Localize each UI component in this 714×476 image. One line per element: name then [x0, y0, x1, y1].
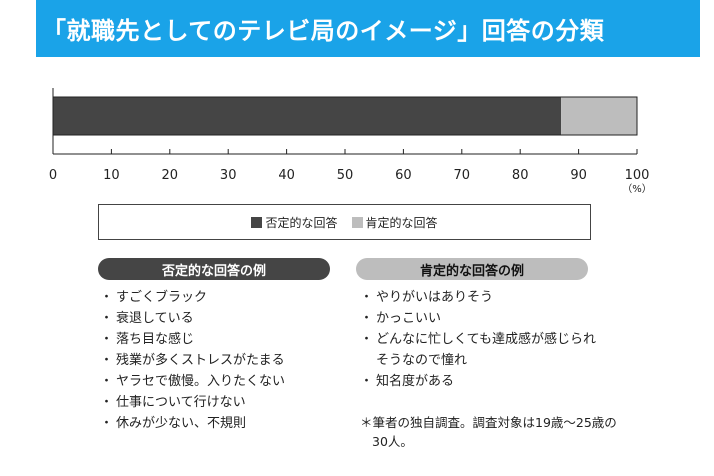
legend-label-positive: 肯定的な回答: [365, 215, 438, 230]
list-item: ヤラセで傲慢。入りたくない: [100, 371, 340, 392]
survey-note: ＊筆者の独自調査。調査対象は19歳〜25歳の30人。: [360, 415, 617, 449]
positive-examples-list: やりがいはありそう かっこいい どんなに忙しくても達成感が感じられそうなので憧れ…: [360, 287, 620, 392]
list-item: 落ち目な感じ: [100, 329, 340, 350]
legend-swatch-negative: [251, 216, 263, 228]
list-item: 残業が多くストレスがたまる: [100, 350, 340, 371]
title-banner: 「就職先としてのテレビ局のイメージ」回答の分類: [36, 0, 700, 57]
x-tick-label: 40: [278, 168, 295, 183]
x-axis-unit: （%）: [622, 183, 652, 195]
x-tick-label: 90: [570, 168, 587, 183]
bar-segment-negative: [53, 97, 562, 135]
x-tick-label: 20: [162, 168, 179, 183]
list-item: 仕事について行けない: [100, 392, 340, 413]
list-item: かっこいい: [360, 308, 620, 329]
chart-title: 「就職先としてのテレビ局のイメージ」回答の分類: [42, 17, 605, 45]
legend-item-positive: 肯定的な回答: [351, 214, 438, 231]
legend: 否定的な回答 肯定的な回答: [98, 204, 591, 240]
list-item: 知名度がある: [360, 371, 620, 392]
list-item: どんなに忙しくても達成感が感じられそうなので憧れ: [360, 329, 608, 371]
x-tick-label: 60: [395, 168, 412, 183]
negative-examples-list: すごくブラック 衰退している 落ち目な感じ 残業が多くストレスがたまる ヤラセで…: [100, 287, 340, 434]
x-tick-label: 0: [49, 168, 57, 183]
truncated-text: [36, 466, 366, 476]
stacked-bar-chart: 0 10 20 30 40 50 60 70 80 90 100（%）: [49, 88, 652, 195]
x-tick-label: 80: [512, 168, 529, 183]
list-item: やりがいはありそう: [360, 287, 620, 308]
legend-item-negative: 否定的な回答: [251, 214, 338, 231]
x-tick-label: 30: [220, 168, 237, 183]
x-tick-label: 100: [625, 168, 650, 183]
x-tick-label: 10: [103, 168, 120, 183]
list-item: 休みが少ない、不規則: [100, 413, 340, 434]
legend-swatch-positive: [351, 216, 363, 228]
x-tick-label: 70: [454, 168, 471, 183]
list-item: すごくブラック: [100, 287, 340, 308]
positive-examples-heading: 肯定的な回答の例: [356, 258, 588, 280]
negative-examples-heading: 否定的な回答の例: [98, 258, 330, 280]
x-tick-label: 50: [337, 168, 354, 183]
bar-segment-positive: [561, 97, 637, 135]
list-item: 衰退している: [100, 308, 340, 329]
legend-label-negative: 否定的な回答: [265, 215, 338, 230]
